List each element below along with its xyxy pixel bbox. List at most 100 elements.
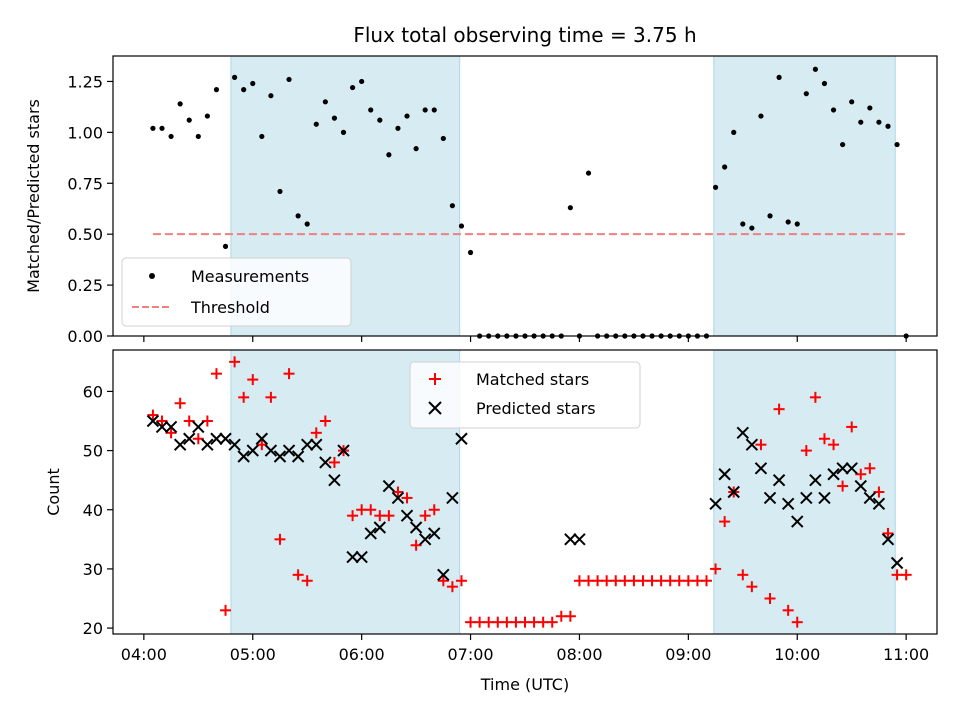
matched-star-point xyxy=(310,427,322,439)
predicted-x-b xyxy=(800,491,813,505)
measurement-point xyxy=(758,113,764,119)
measurement-point xyxy=(821,80,828,87)
predicted-star-point xyxy=(446,491,459,505)
predicted-star-point xyxy=(573,533,586,546)
measurement-point xyxy=(168,133,174,140)
measurement-point xyxy=(767,213,773,219)
predicted-star-point xyxy=(791,515,804,528)
legend-measurements-label: Measurements xyxy=(191,267,309,286)
y-tick-label: 60 xyxy=(83,382,103,401)
measurement-point xyxy=(867,105,873,111)
top-legend: Measurements Threshold xyxy=(121,257,352,327)
predicted-star-point xyxy=(872,497,886,511)
matched-star-point xyxy=(201,415,213,427)
predicted-x-b xyxy=(264,444,278,457)
matched-star-point xyxy=(837,480,849,492)
predicted-star-point xyxy=(310,438,323,451)
predicted-x-b xyxy=(355,550,368,564)
predicted-star-point xyxy=(319,456,332,469)
predicted-x-b xyxy=(219,432,232,445)
measurement-point xyxy=(749,225,755,231)
matched-star-point xyxy=(900,569,912,581)
predicted-x-b xyxy=(210,432,223,445)
predicted-x-b xyxy=(827,468,840,481)
measurement-point xyxy=(785,219,791,225)
x-tick-label: 09:00 xyxy=(665,645,711,664)
predicted-x-b xyxy=(201,438,214,451)
predicted-x-b xyxy=(228,438,241,451)
predicted-x-b xyxy=(736,426,750,440)
predicted-x-b xyxy=(455,432,468,445)
matched-star-point xyxy=(147,409,159,421)
matched-star-point xyxy=(710,563,722,575)
matched-star-point xyxy=(192,433,204,445)
bottom-y-ticks: 20 30 40 50 60 xyxy=(83,382,113,638)
measurement-point xyxy=(712,184,719,190)
matched-star-point xyxy=(401,492,413,504)
measurement-point xyxy=(794,221,800,227)
predicted-x-b xyxy=(173,438,187,451)
predicted-star-point xyxy=(863,491,877,505)
matched-star-point xyxy=(546,616,558,628)
predicted-x-b xyxy=(872,497,886,511)
matched-star-point xyxy=(437,575,449,587)
measurement-point xyxy=(731,129,737,135)
matched-star-point xyxy=(828,439,840,451)
predicted-star-point xyxy=(255,432,269,445)
matched-star-point xyxy=(719,516,731,528)
measurement-point xyxy=(377,117,383,123)
matched-star-point xyxy=(328,456,340,468)
predicted-x-b xyxy=(155,420,169,434)
matched-star-point xyxy=(737,569,749,581)
predicted-star-point xyxy=(709,497,722,511)
predicted-x-b xyxy=(391,491,405,505)
matched-star-point xyxy=(347,510,359,522)
measurement-point xyxy=(159,125,165,131)
legend-measurements-marker xyxy=(149,273,155,279)
measurement-point xyxy=(322,99,328,105)
predicted-star-point xyxy=(282,444,296,457)
y-tick-label: 50 xyxy=(83,442,103,461)
measurement-point xyxy=(286,76,292,83)
measurement-point xyxy=(840,141,846,148)
predicted-star-point xyxy=(772,473,786,487)
predicted-star-point xyxy=(718,468,731,481)
y-tick-label: 0.00 xyxy=(67,327,103,346)
matched-star-point xyxy=(410,539,422,551)
predicted-x-b xyxy=(890,556,904,570)
y-tick-label: 1.00 xyxy=(67,123,103,142)
predicted-star-point xyxy=(845,462,858,475)
measurement-point xyxy=(359,78,365,85)
bottom-panel: 20 30 40 50 60 04:00 05:00 06:00 07:00 08:00 09:0… xyxy=(44,349,938,694)
predicted-x-b xyxy=(310,438,323,451)
matched-star-point xyxy=(301,575,313,587)
measurement-point xyxy=(386,152,392,158)
predicted-x-b xyxy=(146,414,160,428)
matched-star-point xyxy=(365,504,377,516)
x-tick-label: 05:00 xyxy=(230,645,276,664)
x-tick-label: 11:00 xyxy=(883,645,929,664)
matched-star-point xyxy=(746,581,758,593)
predicted-star-point xyxy=(418,533,432,546)
measurement-point xyxy=(313,121,319,127)
predicted-star-point xyxy=(346,550,359,564)
measurement-point xyxy=(876,119,882,125)
predicted-star-point xyxy=(809,473,822,487)
measurement-point xyxy=(585,170,592,176)
measurement-point xyxy=(449,203,456,209)
predicted-star-point xyxy=(409,521,423,534)
bottom-y-axis-label: Count xyxy=(44,468,63,516)
predicted-star-point xyxy=(300,438,314,451)
predicted-x-b xyxy=(409,521,423,534)
predicted-star-point xyxy=(173,438,187,451)
predicted-star-point xyxy=(183,432,196,445)
predicted-x-b xyxy=(418,533,432,546)
predicted-x-b xyxy=(282,444,296,457)
predicted-star-point xyxy=(192,420,205,434)
matched-star-point xyxy=(238,391,250,403)
matched-star-point xyxy=(846,421,858,433)
predicted-x-b xyxy=(881,533,895,546)
measurement-point xyxy=(740,221,746,227)
matched-star-point xyxy=(873,486,885,498)
